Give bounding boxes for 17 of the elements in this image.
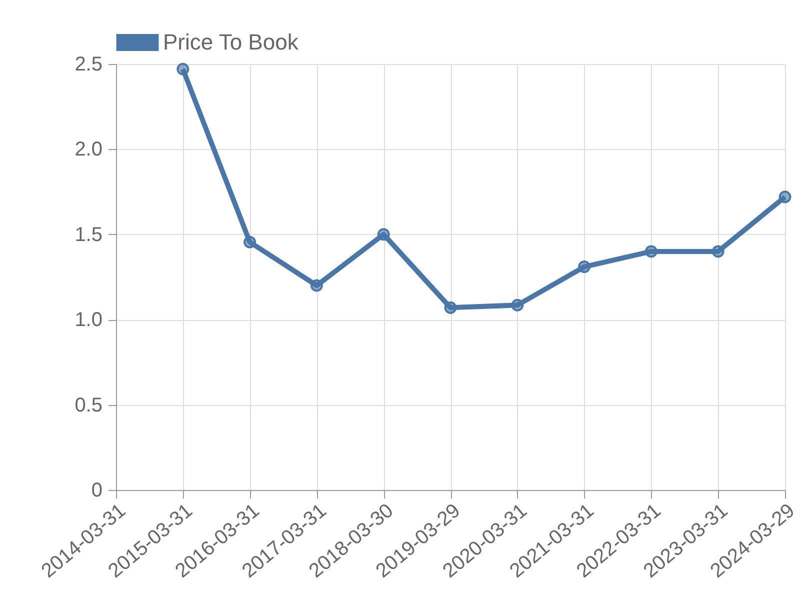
point <box>644 245 658 258</box>
y-tick-label: 1.5 <box>74 224 102 246</box>
point <box>176 62 190 76</box>
point <box>778 190 792 204</box>
y-tick-label: 0 <box>91 480 102 502</box>
point <box>377 228 390 241</box>
point <box>310 279 323 292</box>
y-tick-label: 0.5 <box>74 394 102 416</box>
point <box>244 236 256 248</box>
point <box>578 260 591 274</box>
y-tick-label: 2.0 <box>74 138 102 161</box>
legend-label: Price To Book <box>163 30 300 54</box>
point <box>712 245 724 258</box>
y-tick-label: 2.5 <box>74 54 102 76</box>
y-tick-label: 1.0 <box>74 309 102 332</box>
point <box>444 301 457 314</box>
point <box>511 298 524 312</box>
